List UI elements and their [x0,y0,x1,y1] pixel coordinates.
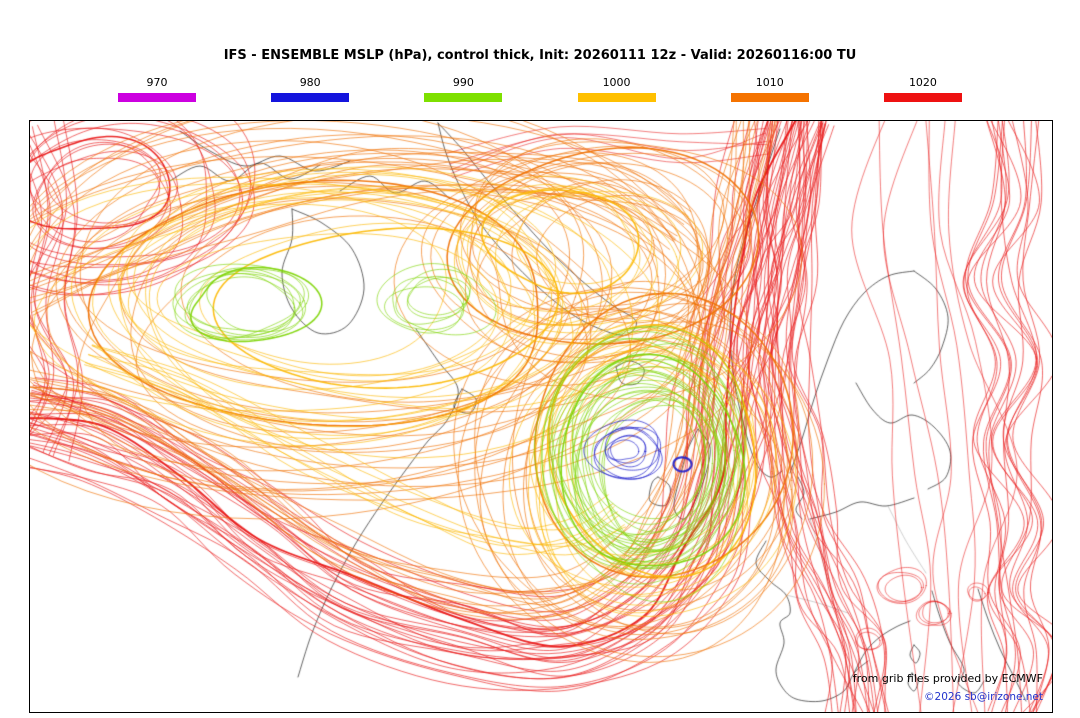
credit-author-text: ©2026 sb@irizone.net [924,691,1043,703]
legend-color-bar [577,93,656,102]
legend-item-990: 990 [424,76,503,102]
legend-label: 1000 [602,76,631,89]
chart-title: IFS - ENSEMBLE MSLP (hPa), control thick… [223,48,857,63]
legend-label: 980 [299,76,321,89]
legend-item-1020: 1020 [883,76,962,102]
credit-ecmwf-text: from grib files provided by ECMWF [852,672,1043,685]
legend-color-bar [730,93,809,102]
spaghetti-map-canvas [30,121,1052,712]
legend-label: 1010 [755,76,784,89]
legend-color-bar [883,93,962,102]
contour-legend: 970 980 990 1000 1010 1020 [118,76,962,102]
legend-item-1000: 1000 [577,76,656,102]
legend-color-bar [424,93,503,102]
legend-color-bar [118,93,196,102]
map-frame: from grib files provided by ECMWF ©2026 … [29,120,1053,713]
legend-item-1010: 1010 [730,76,809,102]
legend-label: 970 [146,76,168,89]
legend-item-970: 970 [118,76,196,102]
legend-label: 1020 [908,76,937,89]
legend-label: 990 [452,76,474,89]
legend-color-bar [271,93,350,102]
legend-item-980: 980 [271,76,350,102]
